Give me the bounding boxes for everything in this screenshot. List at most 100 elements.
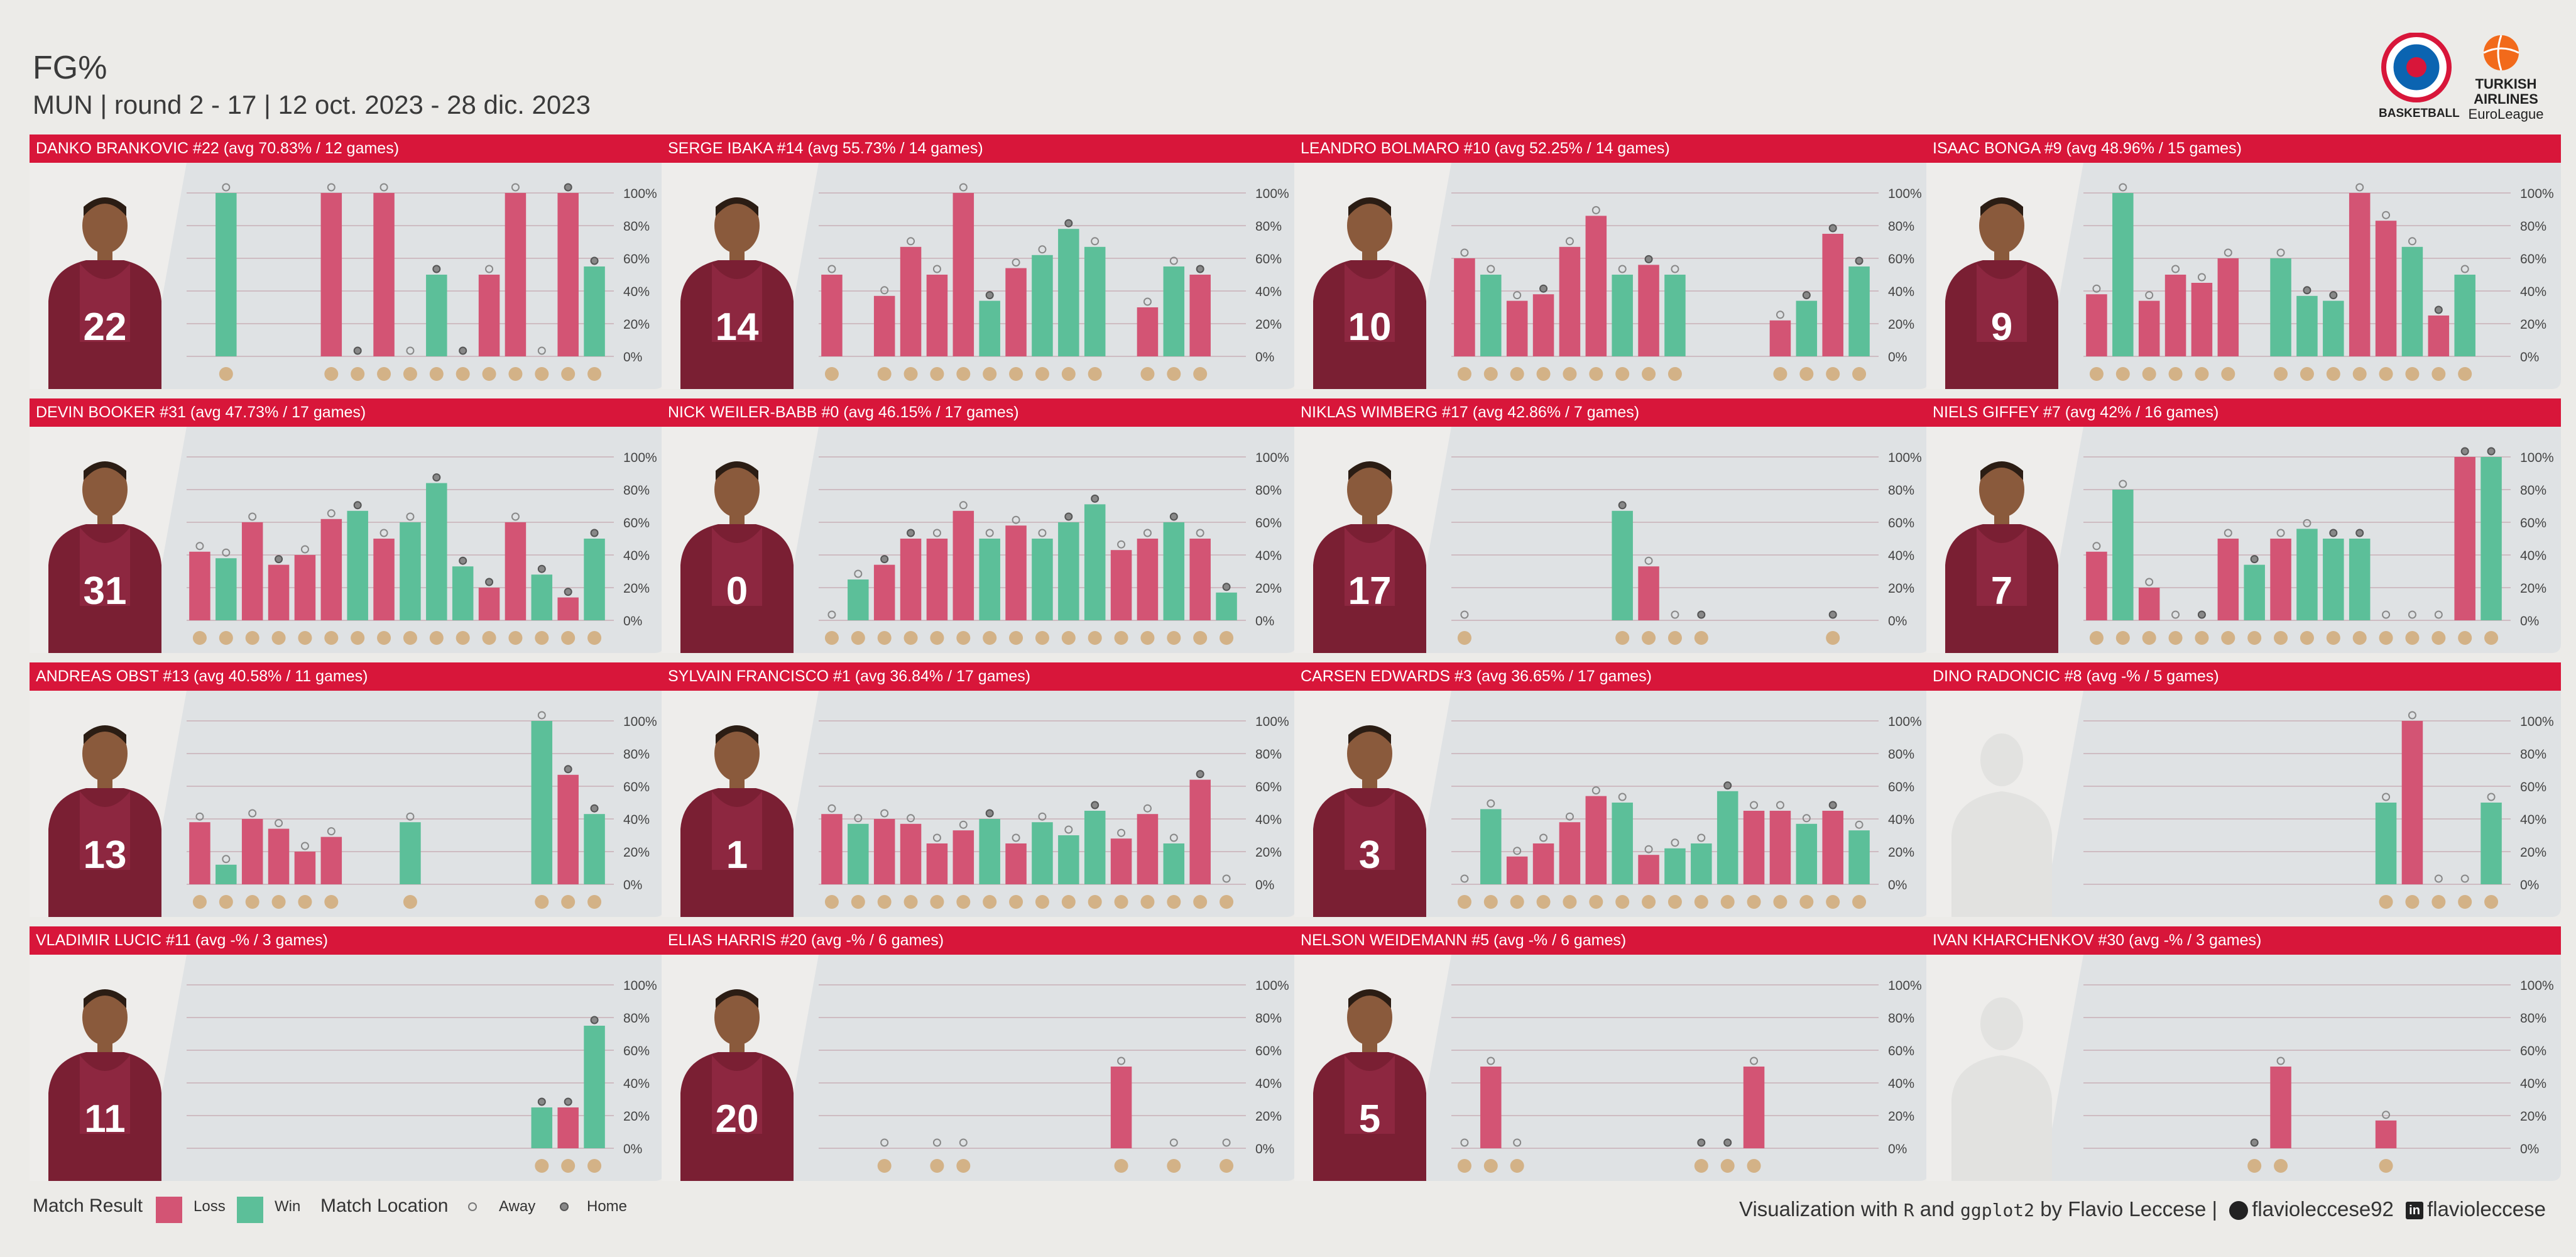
fg-bar <box>1769 811 1791 884</box>
location-marker <box>1750 1057 1759 1065</box>
credit-github[interactable]: flavioleccese92 <box>2252 1197 2394 1221</box>
opponent-logo-icon <box>1694 895 1708 909</box>
fg-bar <box>1664 275 1686 356</box>
opponent-logo-icon <box>219 631 233 645</box>
location-marker <box>1091 237 1100 246</box>
player-chart: 1 0% 20% 40% 60% 80% 100% <box>662 691 1296 917</box>
fg-bar <box>268 564 290 620</box>
y-tick-label: 0% <box>1255 878 1274 892</box>
fg-bar <box>2480 457 2502 620</box>
fg-bar <box>1638 265 1659 356</box>
opponent-logo-icon <box>2326 367 2340 381</box>
location-marker <box>1222 874 1231 883</box>
fg-bar <box>584 266 605 356</box>
opponent-logo-icon <box>1114 895 1128 909</box>
player-header: NIKLAS WIMBERG #17 (avg 42.86% / 7 games… <box>1294 398 1929 427</box>
opponent-logo-icon <box>192 631 207 645</box>
opponent-logo-icon <box>1167 1159 1181 1173</box>
fg-bar <box>241 522 263 620</box>
location-marker <box>353 501 362 510</box>
location-marker <box>1565 237 1574 246</box>
fg-bar <box>1189 539 1211 620</box>
opponent-logo-icon <box>1747 1159 1761 1173</box>
player-header: NICK WEILER-BABB #0 (avg 46.15% / 17 gam… <box>662 398 1296 427</box>
fg-bar <box>1084 246 1106 356</box>
opponent-logo-icon <box>1220 1159 1234 1173</box>
location-marker <box>248 512 257 521</box>
location-marker <box>1644 255 1653 263</box>
location-marker <box>2408 610 2416 619</box>
location-marker <box>1222 583 1231 591</box>
fg-bar <box>1163 266 1185 356</box>
opponent-logo-icon <box>1563 895 1577 909</box>
fg-bar <box>2454 275 2475 356</box>
y-tick-label: 0% <box>1888 878 1907 892</box>
y-tick-label: 80% <box>1255 483 1282 498</box>
fg-bar <box>2270 258 2291 356</box>
opponent-logo-icon <box>219 895 233 909</box>
y-tick-label: 0% <box>1888 614 1907 628</box>
opponent-logo-icon <box>271 895 286 909</box>
y-tick-label: 0% <box>623 350 642 365</box>
location-marker <box>1487 799 1495 808</box>
y-tick-label: 20% <box>1255 1109 1282 1124</box>
location-marker <box>2329 529 2338 537</box>
opponent-logo-icon <box>1642 895 1656 909</box>
opponent-logo-icon <box>903 631 918 645</box>
y-tick-label: 40% <box>623 285 650 299</box>
fg-bar <box>557 597 579 620</box>
y-tick-label: 0% <box>1255 614 1274 628</box>
opponent-logo-icon <box>2195 367 2209 381</box>
location-marker <box>2303 286 2311 295</box>
fg-bar <box>320 519 342 620</box>
location-marker <box>907 814 915 823</box>
jersey-number: 14 <box>716 305 759 349</box>
jersey-number: 10 <box>1348 305 1392 349</box>
opponent-logo-icon <box>983 367 997 381</box>
player-photo: 14 <box>680 197 794 389</box>
fg-bar <box>373 539 395 620</box>
location-marker <box>432 473 441 482</box>
opponent-logo-icon <box>824 367 839 381</box>
location-marker <box>2171 265 2180 273</box>
fg-bar <box>1110 550 1132 620</box>
player-photo: 10 <box>1313 197 1426 389</box>
opponent-logo-icon <box>403 895 417 909</box>
opponent-logo-icon <box>1642 631 1656 645</box>
location-marker <box>1723 1138 1732 1147</box>
location-marker <box>2487 447 2496 456</box>
fg-bar <box>926 275 948 356</box>
opponent-logo-icon <box>1826 895 1840 909</box>
y-tick-label: 100% <box>2520 715 2554 729</box>
opponent-logo-icon <box>983 895 997 909</box>
chart-subtitle: MUN | round 2 - 17 | 12 oct. 2023 - 28 d… <box>33 90 591 119</box>
opponent-logo-icon <box>1694 1159 1708 1173</box>
location-marker <box>195 542 204 551</box>
location-marker <box>1513 847 1522 855</box>
opponent-logo-icon <box>2089 367 2104 381</box>
location-marker <box>1828 224 1837 233</box>
location-marker <box>1460 248 1469 257</box>
y-tick-label: 100% <box>2520 187 2554 201</box>
y-tick-label: 80% <box>1255 747 1282 762</box>
player-silhouette <box>1951 733 2052 917</box>
location-marker <box>1591 206 1600 214</box>
y-tick-label: 40% <box>2520 813 2546 827</box>
opponent-logo-icon <box>403 631 417 645</box>
fg-bar <box>2138 588 2160 620</box>
opponent-logo-icon <box>1457 895 1471 909</box>
opponent-logo-icon <box>2352 631 2367 645</box>
player-chart: 13 0% 20% 40% 60% 80% 100% <box>30 691 664 917</box>
plot-background <box>2043 691 2561 917</box>
opponent-logo-icon <box>271 631 286 645</box>
player-photo: 5 <box>1313 989 1426 1181</box>
credit-linkedin[interactable]: flavioleccese <box>2427 1197 2546 1221</box>
chart-title: FG% <box>33 50 107 86</box>
fg-bar <box>1691 843 1712 884</box>
opponent-logo-icon <box>1220 895 1234 909</box>
player-photo: 22 <box>48 197 161 389</box>
player-chart: 7 0% 20% 40% 60% 80% 100% <box>1926 427 2561 653</box>
player-header: ISAAC BONGA #9 (avg 48.96% / 15 games) <box>1926 134 2561 163</box>
location-marker <box>1117 540 1126 549</box>
player-header: DEVIN BOOKER #31 (avg 47.73% / 17 games) <box>30 398 664 427</box>
